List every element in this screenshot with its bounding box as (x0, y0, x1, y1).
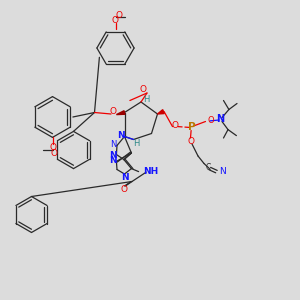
Text: O: O (140, 85, 147, 94)
Text: O: O (115, 11, 122, 20)
Text: H: H (143, 95, 150, 104)
Text: O: O (187, 136, 194, 146)
Text: O: O (171, 121, 178, 130)
Polygon shape (116, 111, 125, 115)
Text: N: N (121, 172, 128, 182)
Text: NH: NH (143, 167, 158, 176)
Text: N: N (110, 156, 117, 165)
Text: N: N (110, 140, 117, 149)
Text: N: N (110, 151, 117, 160)
Text: O: O (50, 149, 58, 158)
Text: N: N (216, 114, 225, 124)
Text: H: H (133, 139, 140, 148)
Text: N: N (220, 167, 226, 176)
Text: O: O (112, 16, 119, 25)
Polygon shape (158, 110, 164, 114)
Text: O: O (49, 142, 56, 152)
Text: P: P (188, 122, 196, 133)
Text: O: O (207, 116, 214, 125)
Text: C: C (206, 163, 211, 172)
Text: O: O (110, 106, 117, 116)
Text: O: O (120, 185, 128, 194)
Text: N: N (117, 131, 125, 140)
